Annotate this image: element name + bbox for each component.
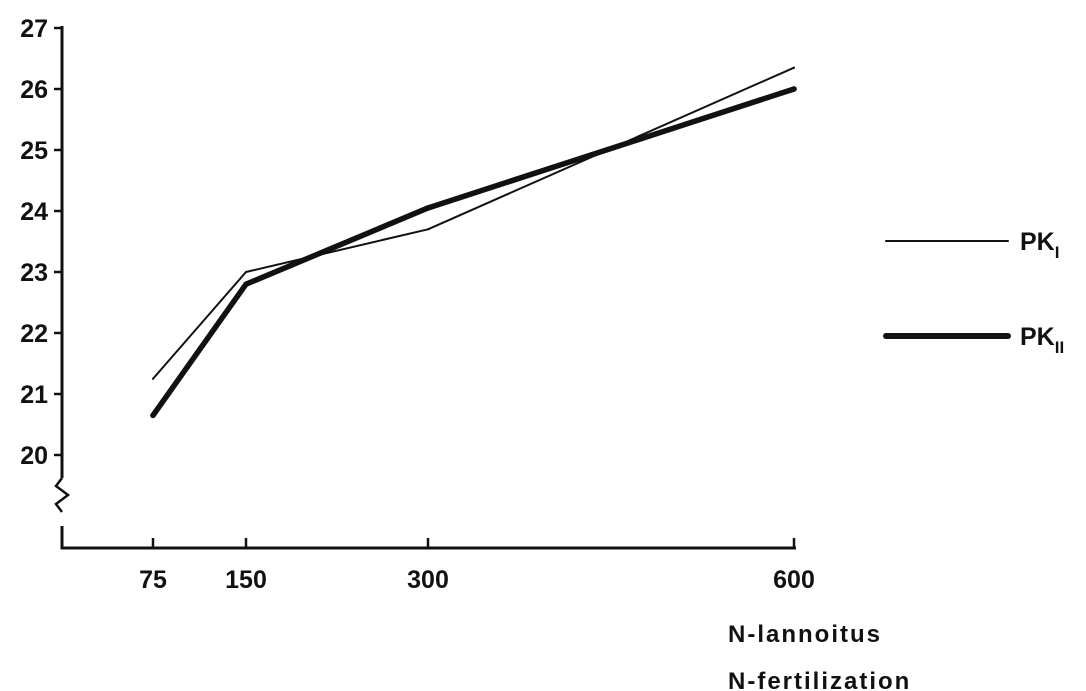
y-axis-ticks: 20 21 22 23 24 25 26 27: [20, 15, 62, 470]
y-tick-label: 25: [20, 137, 48, 165]
x-axis-title-fi: N-lannoitus: [728, 621, 882, 648]
data-point: [150, 412, 156, 419]
data-point: [793, 66, 795, 69]
legend-label: PKI: [1020, 228, 1059, 262]
data-point: [425, 205, 431, 211]
legend: PKI PKII: [883, 228, 1064, 357]
x-tick-label: 300: [407, 566, 449, 594]
y-tick-label: 27: [20, 15, 48, 43]
axes: [54, 26, 796, 550]
y-tick-label: 26: [20, 76, 48, 104]
y-axis-break: [54, 477, 71, 513]
x-tick-label: 150: [225, 566, 267, 594]
legend-label: PKII: [1020, 323, 1064, 357]
data-point: [791, 86, 797, 92]
series-layer: [150, 66, 797, 419]
x-axis-ticks: 75 150 300 600: [139, 538, 815, 594]
data-point: [245, 271, 247, 273]
x-tick-label: 600: [773, 566, 815, 594]
y-tick-label: 20: [20, 442, 48, 470]
series-line-pk-i: [152, 66, 795, 380]
x-tick-label: 75: [139, 566, 167, 594]
y-tick-label: 22: [20, 320, 48, 348]
y-tick-label: 21: [20, 381, 48, 409]
y-tick-label: 24: [20, 198, 48, 226]
data-point: [243, 281, 249, 287]
series-line-pk-ii: [150, 86, 797, 419]
x-axis-title-en: N-fertilization: [728, 668, 911, 691]
data-point: [152, 377, 154, 380]
data-point: [427, 228, 429, 231]
y-tick-label: 23: [20, 259, 48, 287]
